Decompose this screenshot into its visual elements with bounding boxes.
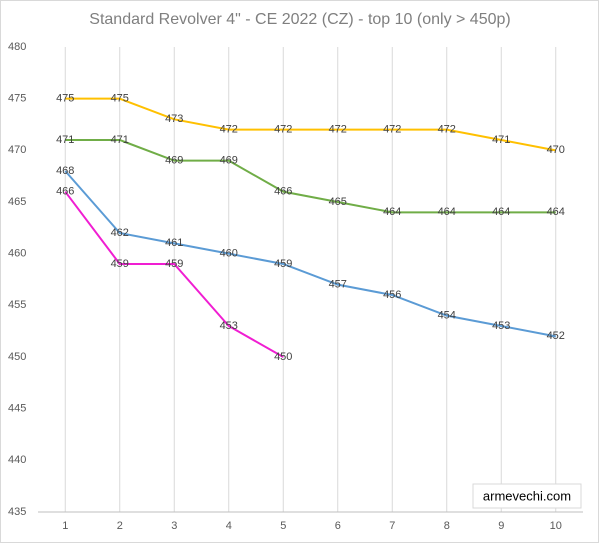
series-line: [64, 170, 556, 338]
data-label: 475: [56, 93, 74, 105]
data-label: 459: [111, 258, 129, 270]
y-tick-label: 435: [8, 506, 26, 518]
series-line: [64, 191, 284, 358]
data-label: 472: [274, 124, 292, 136]
data-label: 453: [492, 320, 510, 332]
data-label: 464: [438, 206, 456, 218]
data-label: 459: [274, 258, 292, 270]
data-label: 466: [274, 186, 292, 198]
data-label: 471: [492, 134, 510, 146]
data-label: 454: [438, 310, 456, 322]
y-tick-label: 460: [8, 248, 26, 260]
x-tick-label: 10: [550, 520, 562, 532]
y-tick-label: 450: [8, 351, 26, 363]
x-tick-label: 6: [335, 520, 341, 532]
x-tick-label: 4: [226, 520, 232, 532]
y-tick-label: 445: [8, 403, 26, 415]
y-tick-label: 475: [8, 93, 26, 105]
watermark-box: [472, 483, 582, 509]
data-label: 452: [547, 330, 565, 342]
data-label: 457: [329, 279, 347, 291]
data-label: 464: [492, 206, 510, 218]
data-label: 475: [111, 93, 129, 105]
y-tick-label: 465: [8, 196, 26, 208]
y-tick-label: 440: [8, 454, 26, 466]
x-tick-label: 1: [62, 520, 68, 532]
series-line: [65, 139, 556, 214]
x-tick-label: 2: [117, 520, 123, 532]
data-label: 461: [165, 237, 183, 249]
data-label: 453: [220, 320, 238, 332]
data-label: 471: [56, 134, 74, 146]
series-line: [65, 97, 556, 152]
data-label: 472: [438, 124, 456, 136]
watermark: armevechi.com: [483, 488, 571, 503]
y-tick-label: 455: [8, 299, 26, 311]
x-tick-label: 5: [280, 520, 286, 532]
data-label: 470: [547, 144, 565, 156]
data-label: 471: [111, 134, 129, 146]
data-label: 464: [383, 206, 401, 218]
x-tick-label: 9: [498, 520, 504, 532]
data-label: 473: [165, 113, 183, 125]
data-label: 472: [329, 124, 347, 136]
x-tick-label: 3: [171, 520, 177, 532]
data-label: 462: [111, 227, 129, 239]
data-label: 472: [220, 124, 238, 136]
data-label: 464: [547, 206, 565, 218]
data-label: 468: [56, 165, 74, 177]
data-label: 465: [329, 196, 347, 208]
x-tick-label: 7: [389, 520, 395, 532]
data-label: 456: [383, 289, 401, 301]
y-tick-label: 480: [8, 41, 26, 53]
data-label: 460: [220, 248, 238, 260]
data-label: 466: [56, 186, 74, 198]
data-label: 469: [165, 155, 183, 167]
chart-title: Standard Revolver 4" - CE 2022 (CZ) - to…: [89, 11, 510, 28]
data-label: 469: [220, 155, 238, 167]
y-tick-label: 470: [8, 144, 26, 156]
x-tick-label: 8: [444, 520, 450, 532]
data-label: 472: [383, 124, 401, 136]
data-label: 459: [165, 258, 183, 270]
data-label: 450: [274, 351, 292, 363]
